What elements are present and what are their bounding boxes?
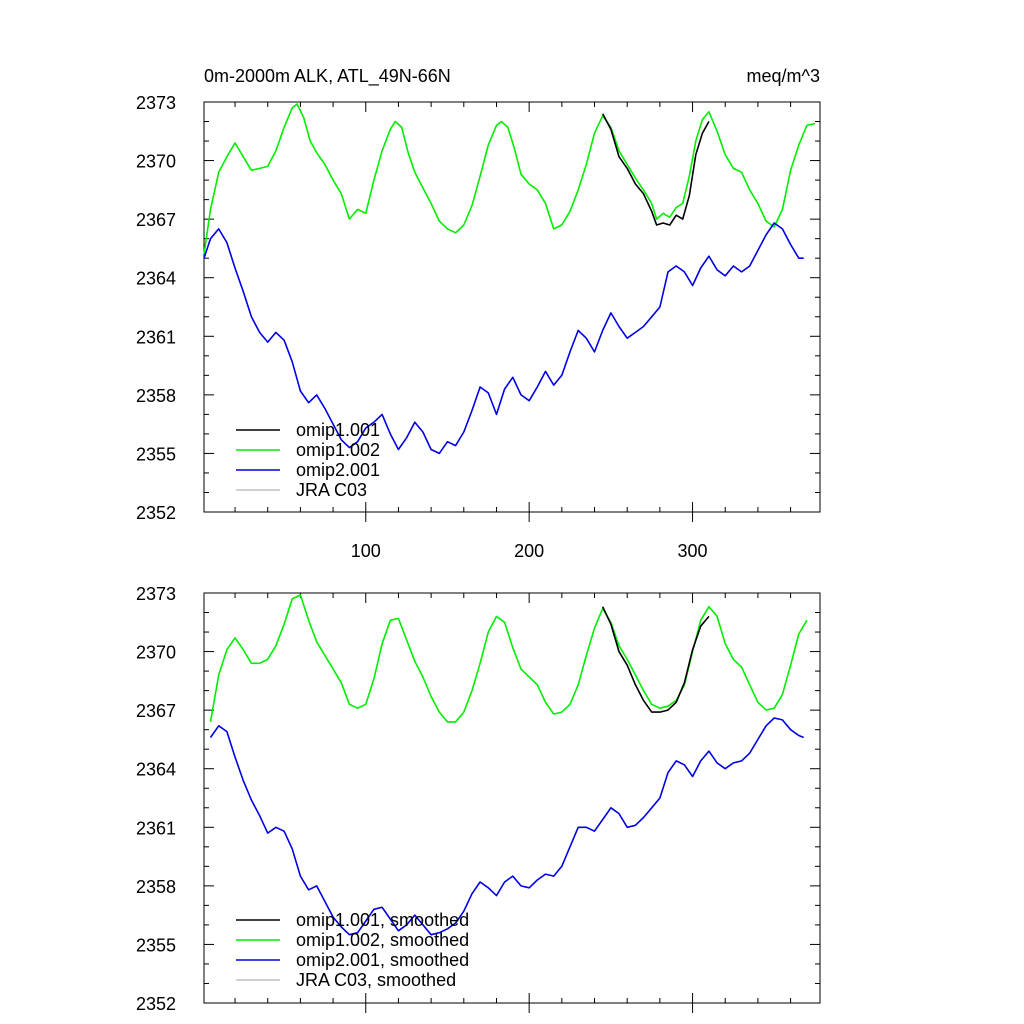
y-tick-label: 2361	[136, 327, 176, 347]
y-tick-label: 2370	[136, 643, 176, 663]
plot-frame	[203, 101, 821, 513]
top-panel: 2352 2355 2358 2361 2364 2367 2370 2373 100 200 30…	[136, 93, 821, 561]
y-tick-label: 2364	[136, 269, 176, 289]
legend-label: JRA C03	[296, 480, 367, 500]
chart-title: 0m-2000m ALK, ATL_49N-66N	[204, 66, 451, 87]
y-tick-label: 2352	[136, 503, 176, 523]
y-tick-label: 2373	[136, 93, 176, 113]
series-line-omip1-001	[601, 113, 710, 226]
x-tick-label: 200	[514, 541, 544, 561]
y-tick-label: 2373	[136, 584, 176, 604]
y-tick-label: 2358	[136, 877, 176, 897]
x-tick-label: 100	[351, 541, 381, 561]
y-tick-label: 2352	[136, 994, 176, 1014]
plot-frame	[203, 592, 821, 1004]
series-line-omip2-001	[203, 222, 804, 455]
legend-label: omip1.001	[296, 420, 380, 440]
units-label: meq/m^3	[747, 66, 820, 86]
legend-label: omip1.002	[296, 440, 380, 460]
series-line-omip1-002	[203, 103, 816, 255]
series-line-omip2-001-smoothed	[209, 717, 805, 936]
y-tick-label: 2358	[136, 386, 176, 406]
legend-label: omip2.001	[296, 460, 380, 480]
y-tick-label: 2367	[136, 701, 176, 721]
y-tick-label: 2361	[136, 818, 176, 838]
x-tick-label: 300	[678, 541, 708, 561]
y-tick-label: 2355	[136, 935, 176, 955]
y-tick-label: 2370	[136, 152, 176, 172]
y-tick-label: 2367	[136, 210, 176, 230]
legend-label: omip1.001, smoothed	[296, 910, 469, 930]
legend-label: omip1.002, smoothed	[296, 930, 469, 950]
y-tick-label: 2364	[136, 760, 176, 780]
series-line-omip1-002-smoothed	[209, 594, 808, 723]
series-line-omip1-001-smoothed	[601, 606, 710, 713]
legend-label: omip2.001, smoothed	[296, 950, 469, 970]
legend-label: JRA C03, smoothed	[296, 970, 456, 990]
bottom-panel: 2352 2355 2358 2361 2364 2367 2370 2373 omip1.00…	[136, 584, 821, 1014]
y-tick-label: 2355	[136, 444, 176, 464]
